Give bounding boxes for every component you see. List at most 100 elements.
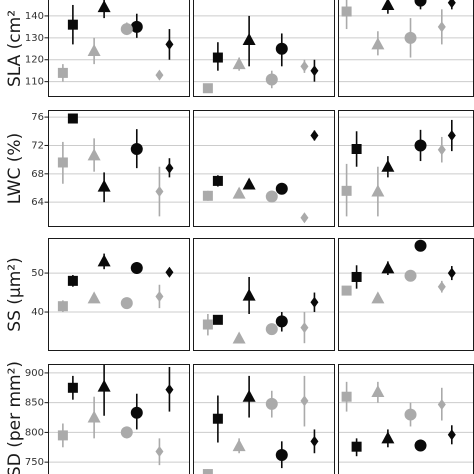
row-3-tick-label-0: 750: [25, 457, 44, 468]
panel-r0-c0-point-2-triangle: [97, 0, 111, 13]
panel-r1-c2: [338, 110, 474, 227]
panel-r0-c2-point-6-diamond: [437, 21, 446, 33]
panel-r2-c1-background: [193, 238, 335, 351]
panel-r3-c1-point-6-diamond: [310, 435, 319, 447]
panel-r0-c1-point-2-triangle: [242, 33, 256, 46]
panel-r1-c1-marks: [202, 130, 319, 224]
panel-r0-c0-frame: [48, 0, 190, 97]
panel-r2-c1-point-2-triangle: [242, 288, 256, 301]
row-2-tick-label-0: 40: [31, 307, 44, 318]
panel-r3-c2-point-2-triangle: [381, 431, 395, 444]
panel-r0-c1-point-3-triangle: [232, 57, 246, 70]
panel-r1-c0-point-3-triangle: [87, 148, 101, 161]
row-3-ylabel: SD (per mm²): [5, 361, 25, 474]
panel-r3-c0-point-0-square: [67, 382, 78, 393]
panel-r1-c1-point-3-triangle: [232, 186, 246, 199]
panel-r2-c1-point-0-square: [212, 314, 223, 325]
panel-r3-c1-point-1-square: [202, 469, 213, 474]
panel-r2-c1: [193, 238, 335, 351]
panel-r2-c2-point-5-circle: [404, 269, 417, 282]
panel-r0-c2-point-1-triangle: [381, 0, 395, 10]
panel-r0-c1-marks: [202, 15, 319, 94]
panel-r1-c1-point-0-square: [212, 175, 223, 186]
row-2-ylabel: SS (μm²): [5, 257, 25, 331]
panel-r1-c2-point-5-diamond: [447, 130, 456, 142]
row-0-ylabel: SLA (cm²: [5, 10, 25, 87]
panel-r2-c1-point-5-circle: [265, 323, 278, 336]
panel-r0-c0-point-4-circle: [130, 20, 143, 33]
panel-r1-c0-point-4-circle: [130, 143, 143, 155]
panel-r2-c0-point-6-diamond: [165, 266, 174, 278]
panel-r2-c1-point-3-triangle: [232, 331, 246, 344]
panel-r1-c0-point-5-diamond: [165, 162, 174, 174]
panel-r0-c0-point-6-diamond: [165, 38, 174, 50]
panel-r2-c0-point-7-diamond: [155, 290, 164, 302]
panel-r0-c1-frame: [193, 0, 335, 97]
panel-r3-c1-point-4-circle: [275, 449, 288, 462]
panel-r1-c2-background: [338, 110, 474, 227]
panel-r3-c2-point-1-square: [341, 391, 352, 402]
panel-r2-c0-point-0-square: [67, 275, 78, 286]
panel-r3-c0-marks: [57, 364, 174, 466]
panel-r2-c2-point-7-diamond: [437, 281, 446, 293]
panel-r3-c0-point-4-circle: [130, 406, 143, 419]
panel-r3-c0-point-6-diamond: [165, 384, 174, 396]
panel-r3-c2-point-7-diamond: [437, 398, 446, 410]
panel-r0-c2-point-3-circle: [414, 0, 427, 7]
panel-r3-c0-point-1-square: [57, 430, 68, 441]
panel-r0-c1: [193, 0, 335, 97]
panel-r3-c1-point-2-triangle: [242, 389, 256, 402]
panel-r1-c0: [48, 110, 190, 227]
panel-r2-c0-point-2-triangle: [97, 254, 111, 267]
panel-r2-c0-marks: [57, 253, 174, 313]
panel-r0-c0-point-7-diamond: [155, 69, 164, 81]
panel-r1-c2-point-4-circle: [414, 139, 427, 152]
panel-r2-c1-point-1-square: [202, 319, 213, 330]
panel-r2-c2-point-0-square: [351, 271, 362, 282]
panel-r0-c1-point-5-circle: [265, 73, 278, 86]
panel-r2-c0-point-3-triangle: [87, 291, 101, 304]
panel-r2-c2-point-4-circle: [414, 239, 427, 252]
panel-r2-c1-marks: [202, 276, 319, 344]
panel-r1-c0-point-0-square: [67, 113, 78, 124]
panel-r1-c0-point-2-triangle: [97, 179, 111, 192]
row-1-ylabel: LWC (%): [5, 133, 25, 204]
panel-r3-c1-frame: [193, 364, 335, 474]
row-0-tick-label-1: 120: [25, 55, 44, 66]
panel-r0-c0-point-0-square: [67, 19, 78, 30]
panel-r1-c2-point-0-square: [351, 144, 362, 154]
panel-r3-c2-background: [338, 364, 474, 474]
panel-r0-c2-point-5-diamond: [447, 0, 456, 9]
panel-r1-c1-point-5-circle: [265, 190, 278, 203]
panel-r3-c1: [193, 364, 335, 474]
panel-r3-c0-point-7-diamond: [155, 445, 164, 457]
panel-r2-c1-point-6-diamond: [310, 296, 319, 308]
panel-r1-c1-point-6-diamond: [310, 130, 319, 142]
panel-r2-c0: [48, 238, 190, 351]
panel-r0-c0-point-1-square: [57, 67, 68, 78]
panel-r3-c2-marks: [341, 381, 456, 457]
panel-r1-c0-frame: [48, 110, 190, 227]
panel-r1-c0-point-1-square: [57, 157, 68, 168]
row-1-tick-label-3: 76: [31, 112, 44, 123]
panel-r2-c2-marks: [341, 239, 456, 304]
panel-r2-c0-point-1-square: [57, 301, 68, 312]
panel-r2-c0-frame: [48, 238, 190, 351]
row-1-tick-label-0: 64: [31, 197, 44, 208]
panel-r0-c0: [48, 0, 190, 97]
row-2-tick-label-1: 50: [31, 268, 44, 279]
panel-r3-c1-point-3-triangle: [232, 439, 246, 452]
panel-r2-c2-point-6-diamond: [447, 267, 456, 279]
panel-r3-c1-marks: [202, 375, 319, 474]
panel-r1-c1-point-2-triangle: [242, 177, 256, 190]
row-3-tick-label-2: 850: [25, 398, 44, 409]
panel-r0-c2: [338, 0, 474, 97]
panel-r0-c0-point-3-triangle: [87, 43, 101, 56]
panel-r1-c1-frame: [193, 110, 335, 227]
panel-r0-c0-marks: [57, 0, 174, 82]
row-3-tick-label-3: 900: [25, 368, 44, 379]
panel-r3-c0-point-5-circle: [120, 426, 133, 439]
panel-r0-c2-point-4-circle: [404, 31, 417, 44]
panel-r3-c0-frame: [48, 364, 190, 474]
panel-r2-c1-point-4-circle: [275, 315, 288, 328]
